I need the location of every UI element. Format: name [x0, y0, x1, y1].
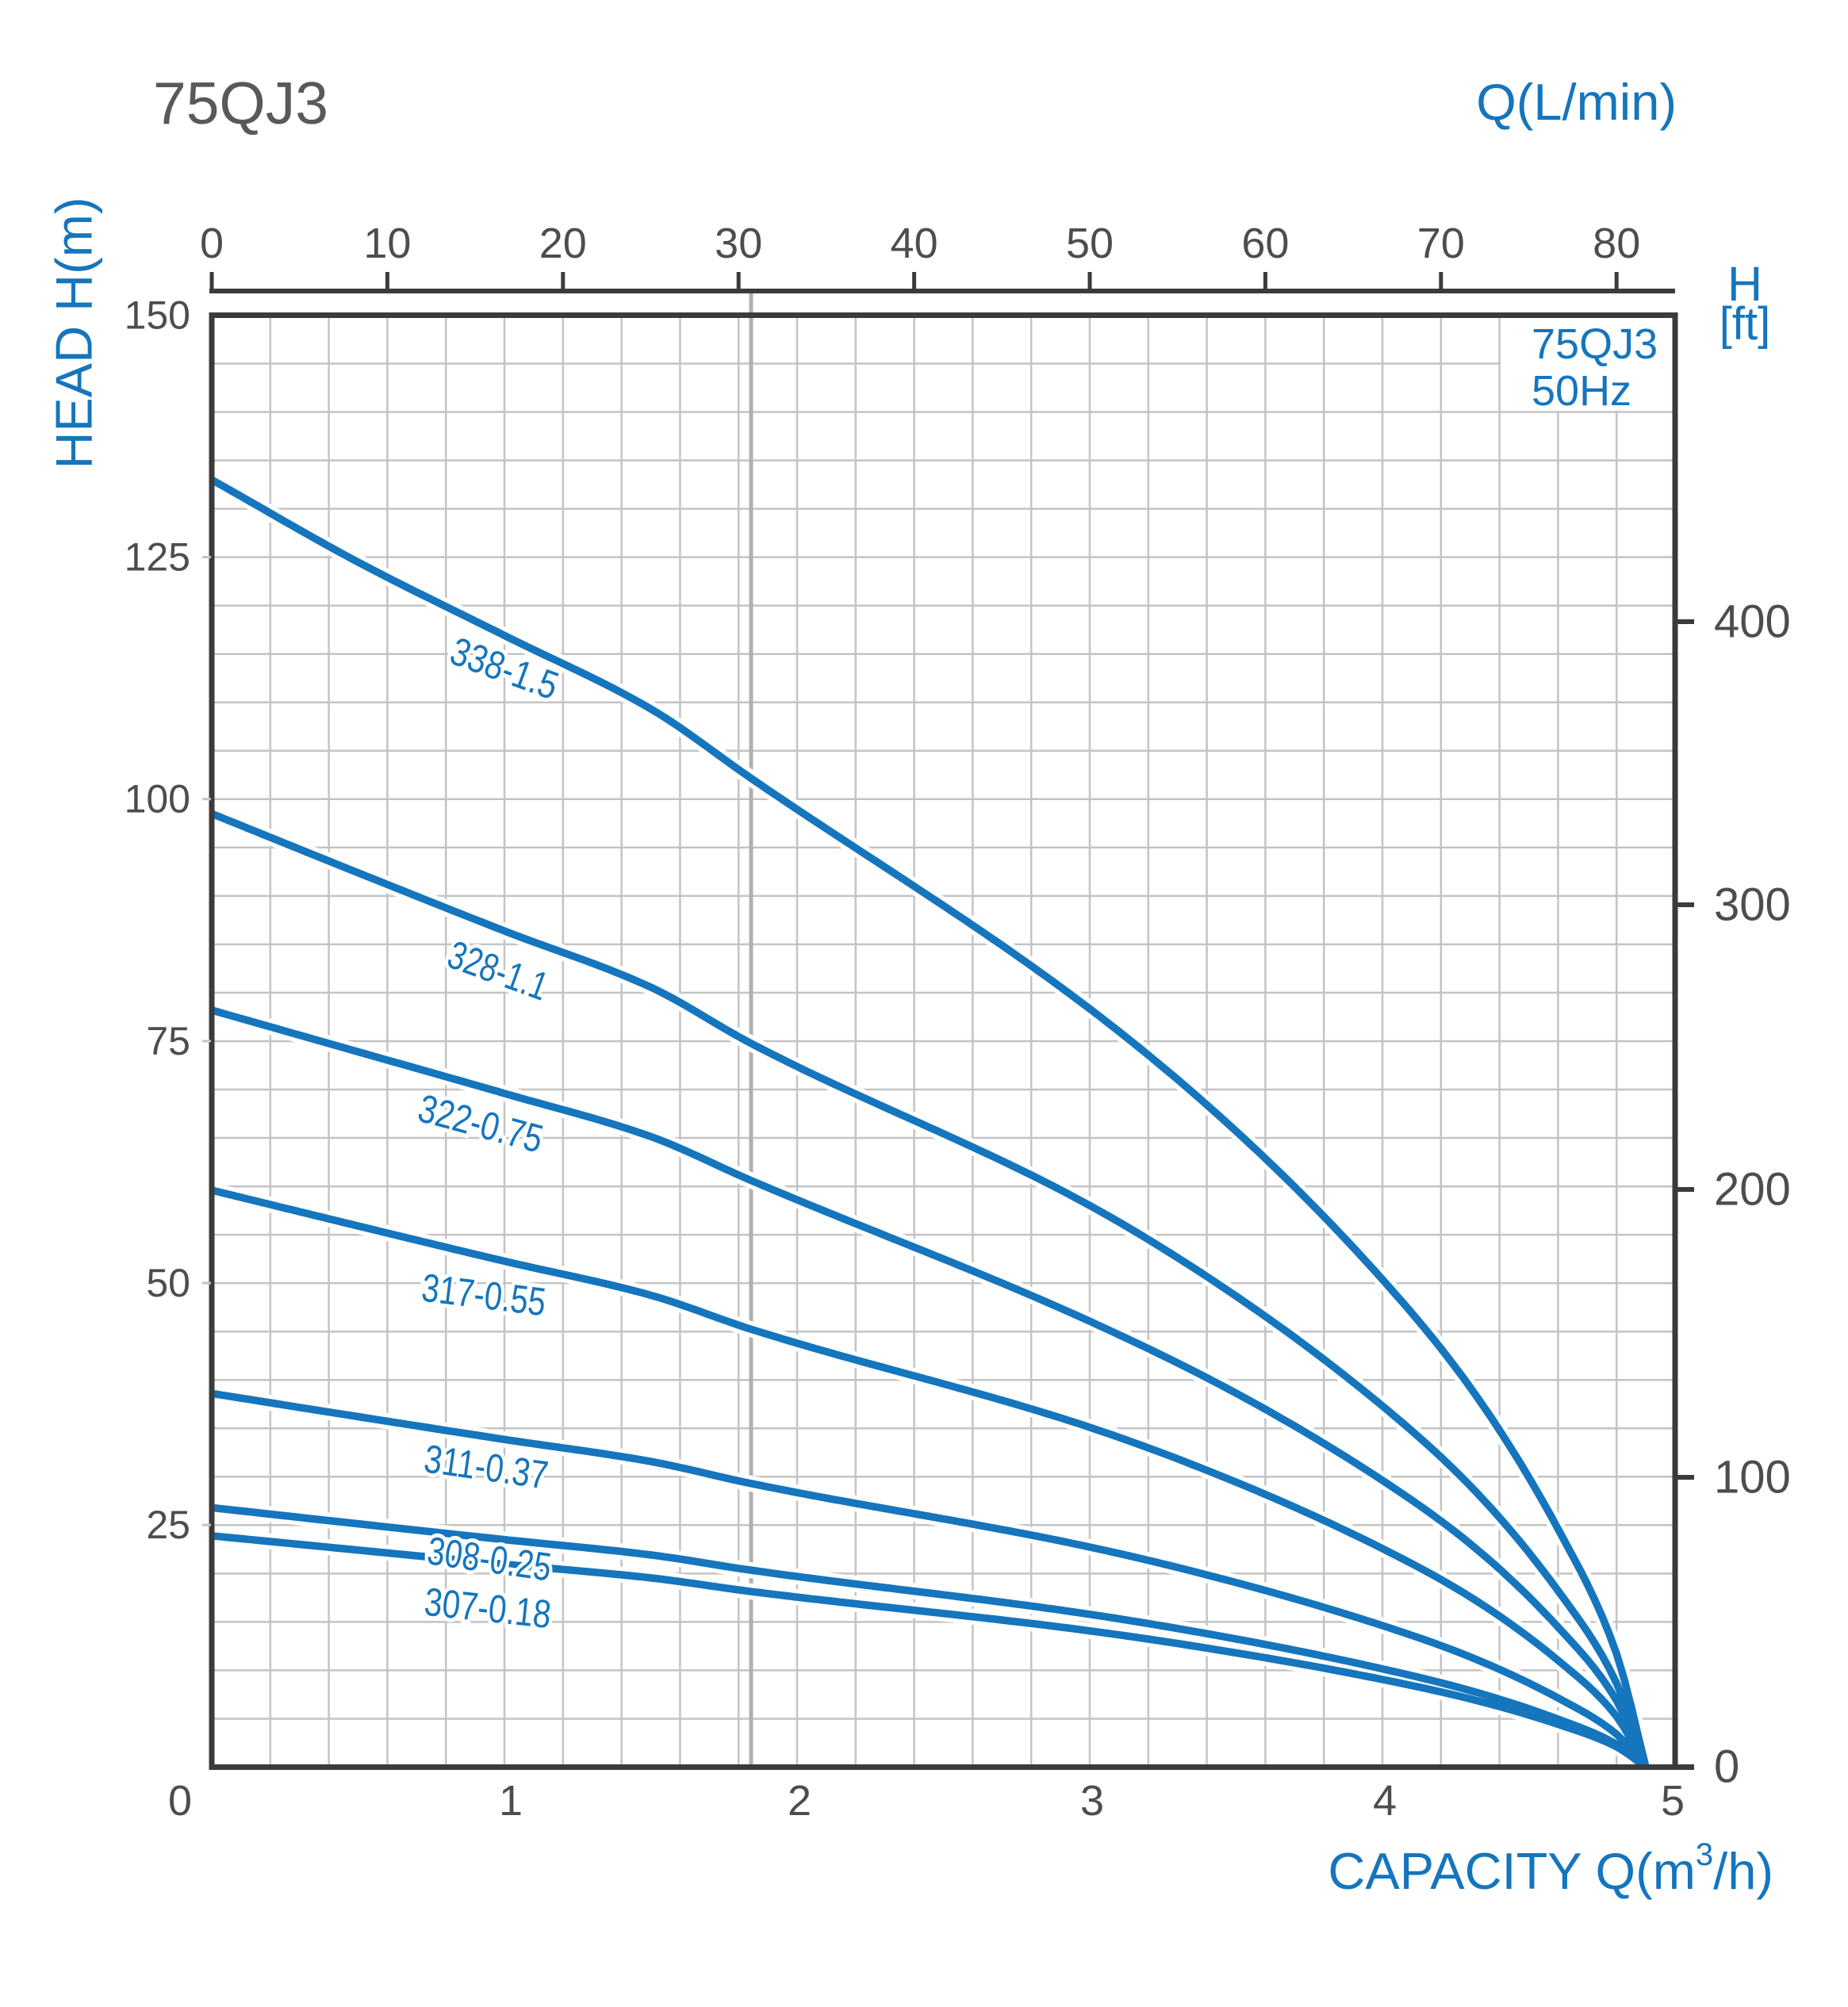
svg-text:Q(L/min): Q(L/min): [1476, 73, 1677, 131]
svg-text:5: 5: [1661, 1777, 1685, 1825]
svg-text:70: 70: [1417, 220, 1465, 267]
svg-text:[ft]: [ft]: [1720, 298, 1770, 350]
svg-text:50Hz: 50Hz: [1532, 367, 1631, 415]
svg-text:75QJ3: 75QJ3: [1532, 320, 1658, 368]
svg-text:75: 75: [146, 1019, 190, 1063]
svg-text:1: 1: [499, 1777, 523, 1825]
svg-text:400: 400: [1714, 596, 1791, 648]
svg-text:20: 20: [539, 220, 587, 267]
svg-text:10: 10: [363, 220, 411, 267]
svg-text:0: 0: [200, 220, 224, 267]
svg-text:50: 50: [1066, 220, 1114, 267]
svg-text:60: 60: [1241, 220, 1289, 267]
svg-text:HEAD H(m): HEAD H(m): [45, 197, 103, 469]
svg-text:H: H: [1727, 257, 1762, 311]
svg-text:0: 0: [168, 1777, 192, 1825]
svg-text:80: 80: [1593, 220, 1640, 267]
svg-text:25: 25: [146, 1503, 190, 1547]
svg-text:150: 150: [125, 293, 190, 338]
svg-text:40: 40: [891, 220, 938, 267]
svg-text:4: 4: [1373, 1777, 1397, 1825]
svg-text:30: 30: [715, 220, 762, 267]
svg-text:75QJ3: 75QJ3: [153, 70, 328, 136]
svg-text:50: 50: [146, 1261, 190, 1305]
svg-text:200: 200: [1714, 1164, 1791, 1216]
svg-text:300: 300: [1714, 879, 1791, 931]
svg-text:125: 125: [125, 535, 190, 580]
svg-text:0: 0: [1714, 1741, 1739, 1793]
svg-text:100: 100: [125, 777, 190, 822]
svg-text:2: 2: [788, 1777, 811, 1825]
svg-text:3: 3: [1080, 1777, 1104, 1825]
svg-text:100: 100: [1714, 1452, 1791, 1503]
